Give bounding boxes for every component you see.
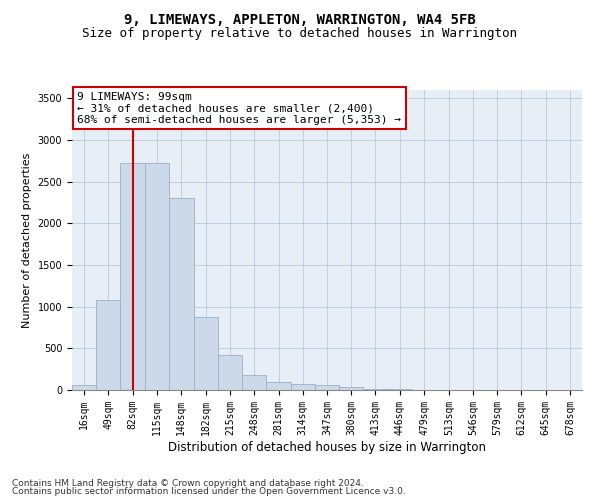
Text: Contains public sector information licensed under the Open Government Licence v3: Contains public sector information licen… <box>12 487 406 496</box>
Text: Size of property relative to detached houses in Warrington: Size of property relative to detached ho… <box>83 28 517 40</box>
Bar <box>96 300 121 390</box>
Bar <box>242 374 266 390</box>
Bar <box>169 198 194 390</box>
Bar <box>72 386 96 390</box>
Bar <box>339 387 364 390</box>
Bar <box>266 382 290 390</box>
Y-axis label: Number of detached properties: Number of detached properties <box>22 152 32 328</box>
Bar <box>290 384 315 390</box>
Text: 9 LIMEWAYS: 99sqm
← 31% of detached houses are smaller (2,400)
68% of semi-detac: 9 LIMEWAYS: 99sqm ← 31% of detached hous… <box>77 92 401 124</box>
Text: Contains HM Land Registry data © Crown copyright and database right 2024.: Contains HM Land Registry data © Crown c… <box>12 478 364 488</box>
Bar <box>194 316 218 390</box>
Bar <box>121 164 145 390</box>
Text: 9, LIMEWAYS, APPLETON, WARRINGTON, WA4 5FB: 9, LIMEWAYS, APPLETON, WARRINGTON, WA4 5… <box>124 12 476 26</box>
Bar <box>315 386 339 390</box>
Bar <box>364 388 388 390</box>
Bar <box>145 164 169 390</box>
Bar <box>218 355 242 390</box>
X-axis label: Distribution of detached houses by size in Warrington: Distribution of detached houses by size … <box>168 440 486 454</box>
